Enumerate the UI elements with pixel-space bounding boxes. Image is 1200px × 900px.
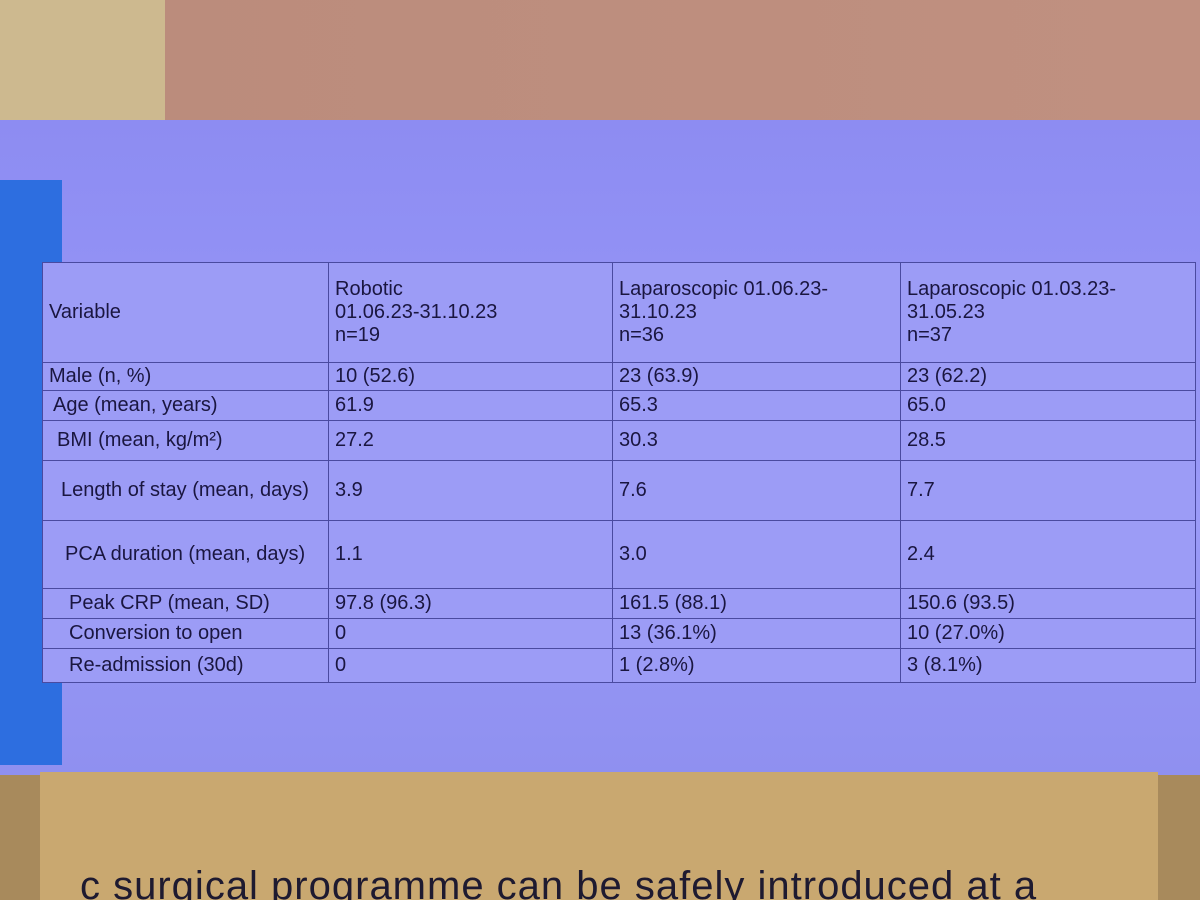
- header-line: n=19: [335, 324, 381, 346]
- row-label: Conversion to open: [42, 618, 329, 649]
- data-cell: 30.3: [612, 420, 901, 461]
- data-cell: 10 (27.0%): [900, 618, 1196, 649]
- header-cell: Robotic 01.06.23-31.10.23 n=19: [328, 262, 613, 363]
- row-label: Length of stay (mean, days): [42, 460, 329, 521]
- table: Variable Robotic 01.06.23-31.10.23 n=19 Lapa…: [42, 262, 1196, 683]
- header-line: 31.10.23: [619, 301, 697, 323]
- data-cell: 61.9: [328, 390, 613, 421]
- data-cell: 7.7: [900, 460, 1196, 521]
- header-line: n=37: [907, 324, 953, 346]
- row-label: Male (n, %): [42, 362, 329, 391]
- data-cell: 2.4: [900, 520, 1196, 589]
- data-cell: 7.6: [612, 460, 901, 521]
- data-cell: 65.3: [612, 390, 901, 421]
- backdrop-right: [165, 0, 1200, 130]
- data-cell: 0: [328, 648, 613, 683]
- data-cell: 27.2: [328, 420, 613, 461]
- data-cell: 3 (8.1%): [900, 648, 1196, 683]
- backdrop-left: [0, 0, 170, 130]
- data-cell: 1 (2.8%): [612, 648, 901, 683]
- row-label: PCA duration (mean, days): [42, 520, 329, 589]
- data-cell: 65.0: [900, 390, 1196, 421]
- data-cell: 97.8 (96.3): [328, 588, 613, 619]
- header-cell: Variable: [42, 262, 329, 363]
- footer-text: c surgical programme can be safely intro…: [80, 864, 1038, 900]
- header-line: Laparoscopic 01.03.23-: [907, 278, 1117, 300]
- header-line: Laparoscopic 01.06.23-: [619, 278, 829, 300]
- data-cell: 150.6 (93.5): [900, 588, 1196, 619]
- header-line: Variable: [49, 301, 121, 323]
- data-cell: 28.5: [900, 420, 1196, 461]
- data-cell: 23 (62.2): [900, 362, 1196, 391]
- header-line: Robotic: [335, 278, 403, 300]
- header-cell: Laparoscopic 01.06.23- 31.10.23 n=36: [612, 262, 901, 363]
- data-cell: 3.9: [328, 460, 613, 521]
- data-cell: 13 (36.1%): [612, 618, 901, 649]
- data-cell: 23 (63.9): [612, 362, 901, 391]
- header-line: 01.06.23-31.10.23: [335, 301, 498, 323]
- header-line: 31.05.23: [907, 301, 985, 323]
- row-label: Peak CRP (mean, SD): [42, 588, 329, 619]
- header-line: n=36: [619, 324, 665, 346]
- lower-panel: [40, 772, 1158, 900]
- header-cell: Laparoscopic 01.03.23- 31.05.23 n=37: [900, 262, 1196, 363]
- row-label: Re-admission (30d): [42, 648, 329, 683]
- data-cell: 1.1: [328, 520, 613, 589]
- data-cell: 10 (52.6): [328, 362, 613, 391]
- row-label: BMI (mean, kg/m²): [42, 420, 329, 461]
- row-label: Age (mean, years): [42, 390, 329, 421]
- data-cell: 0: [328, 618, 613, 649]
- data-cell: 161.5 (88.1): [612, 588, 901, 619]
- data-cell: 3.0: [612, 520, 901, 589]
